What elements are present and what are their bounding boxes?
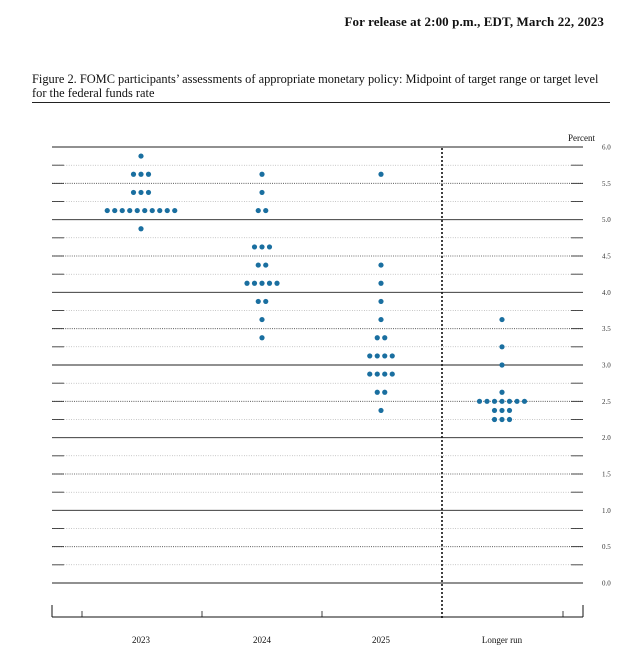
participant-dot [484,398,490,404]
participant-dot [138,153,144,159]
participant-dot [378,407,384,414]
participant-dot [255,262,261,268]
y-tick-label: 1.0 [602,507,611,515]
y-tick-label: 0.5 [602,543,611,551]
participant-dot [378,280,384,286]
participant-dot [491,416,498,423]
participant-dot [491,398,498,404]
y-tick-label: 5.0 [602,216,611,224]
y-tick-label: 2.0 [602,434,611,442]
participant-dot [145,171,152,177]
participant-dot [164,207,170,214]
participant-dot [499,316,505,323]
participant-dot [374,371,380,377]
y-tick-label: 3.0 [602,362,611,370]
participant-dot [274,280,280,286]
participant-dot [374,389,380,395]
participant-dot [259,280,265,286]
release-header: For release at 2:00 p.m., EDT, March 22,… [344,14,604,29]
participant-dot [382,335,388,341]
y-tick-label: 0.0 [602,580,611,588]
participant-dot [514,398,520,404]
participant-dot [367,371,373,377]
participant-dot [374,335,380,341]
x-category-label: Longer run [482,635,523,645]
participant-dot [259,244,265,250]
participant-dot [266,280,273,286]
participant-dot [367,353,373,359]
participant-dot [378,298,384,305]
participant-dot [263,262,269,268]
participant-dot [263,298,269,305]
caption-divider [32,102,610,103]
x-category-label: 2023 [132,635,151,645]
participant-dot [382,353,388,359]
participant-dot [499,344,505,350]
participant-dot [378,262,384,268]
participant-dot [382,389,388,395]
participant-dot [134,207,140,214]
participant-dot [263,207,269,214]
participant-dot [157,207,163,214]
participant-dot [251,280,258,286]
participant-dot [378,171,384,177]
participant-dot [378,316,384,323]
chart-axes [51,148,584,618]
participant-dot [499,407,505,414]
y-tick-label: 4.0 [602,289,611,297]
y-tick-label: 5.5 [602,180,611,188]
participant-dot [259,316,265,323]
participant-dot [112,207,118,214]
participant-dot [138,189,144,196]
grid-lines [52,146,583,584]
participant-dot [255,207,261,214]
participant-dot [142,207,148,214]
participant-dot [389,353,395,359]
participant-dot [251,244,258,250]
participant-dot [389,371,395,377]
y-tick-label: 1.5 [602,471,611,479]
participant-dot [127,207,133,214]
y-tick-label: 6.0 [602,144,611,152]
participant-dot [521,398,528,404]
participant-dot [266,244,273,250]
participant-dot [172,207,178,214]
participant-dot [255,298,261,305]
participant-dot [382,371,388,377]
x-category-label: 2024 [253,635,272,645]
participant-dot [499,398,505,404]
y-axis-unit-label: Percent [568,133,595,143]
participant-dot [499,416,505,423]
participant-dot [259,189,265,196]
participant-dot [145,189,152,196]
participant-dot [130,189,137,196]
participant-dot [149,207,155,214]
participant-dot [104,207,110,214]
participant-dot [138,226,144,232]
participant-dot [476,398,483,404]
y-tick-label: 3.5 [602,325,611,333]
participant-dot [506,407,513,414]
y-tick-label: 4.5 [602,253,611,261]
x-category-label: 2025 [372,635,391,645]
y-tick-label: 2.5 [602,398,611,406]
participant-dot [244,280,250,286]
participant-dot [506,416,513,423]
participant-dot [499,389,505,395]
participant-dot [259,171,265,177]
participant-dot [130,171,137,177]
participant-dot [491,407,498,414]
participant-dot [374,353,380,359]
participant-dot [259,335,265,341]
participant-dots [104,153,528,423]
participant-dot [506,398,513,404]
axis-labels: 0.0 0.5 1.0 1.5 2.0 2.5 3.0 3.5 4.0 4.5 5.0 5.5 6.0 P… [132,133,611,645]
figure-caption: Figure 2. FOMC participants’ assessments… [32,72,599,100]
participant-dot [119,207,125,214]
participant-dot [138,171,144,177]
participant-dot [499,362,505,368]
